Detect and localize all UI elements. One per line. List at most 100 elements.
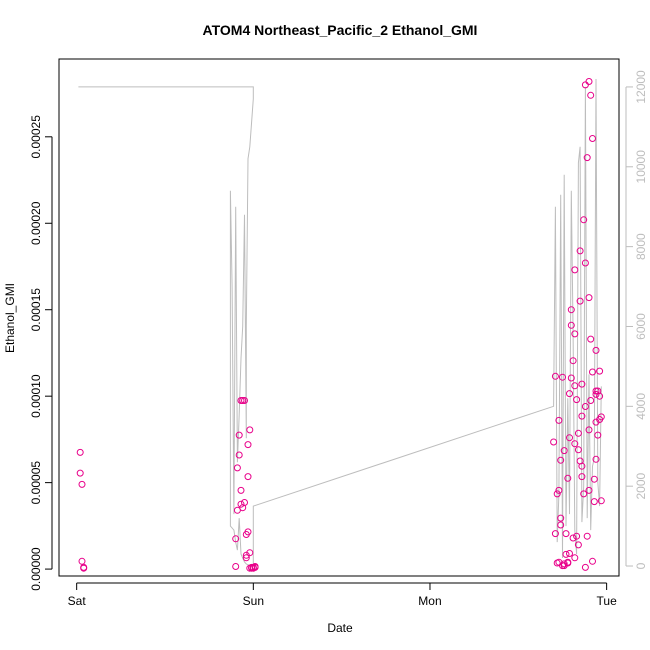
- data-point: [242, 531, 250, 538]
- data-point: [583, 532, 591, 540]
- data-point: [590, 498, 598, 506]
- data-point: [583, 154, 591, 162]
- data-point: [233, 464, 241, 472]
- data-point: [564, 559, 572, 567]
- data-point: [232, 563, 240, 570]
- data-point: [592, 387, 600, 395]
- data-points: [76, 78, 605, 572]
- data-point: [574, 541, 582, 549]
- data-point: [597, 497, 605, 505]
- chart-title: ATOM4 Northeast_Pacific_2 Ethanol_GMI: [203, 22, 478, 38]
- data-point: [241, 499, 248, 506]
- y-axis: 0.00000 0.00005 0.00010 0.00015 0.00020 0.000…: [29, 115, 53, 591]
- data-point: [555, 486, 563, 494]
- data-point: [578, 462, 586, 470]
- data-point: [576, 297, 584, 305]
- data-point: [566, 390, 573, 398]
- y2-tick-label: 2000: [634, 473, 648, 500]
- data-point: [573, 396, 581, 404]
- y-tick-label: 0.00025: [29, 115, 43, 159]
- data-point: [235, 431, 243, 439]
- data-point: [580, 490, 588, 498]
- data-point: [559, 373, 566, 381]
- y2-tick-label: 8000: [634, 233, 648, 260]
- y2-tick-label: 0: [634, 562, 648, 569]
- data-point: [576, 247, 584, 255]
- x-tick-label: Mon: [418, 594, 441, 608]
- y-tick-label: 0.00000: [29, 547, 43, 591]
- data-point: [574, 429, 582, 437]
- data-point: [580, 216, 588, 224]
- data-point: [553, 490, 561, 498]
- data-point: [592, 390, 600, 398]
- data-point: [235, 451, 243, 459]
- x-tick-label: Tue: [597, 594, 618, 608]
- data-point: [557, 521, 565, 529]
- y2-tick-label: 10000: [634, 150, 648, 184]
- data-point: [569, 357, 577, 365]
- x-axis-label: Date: [327, 621, 353, 635]
- data-point: [589, 557, 596, 565]
- data-point: [587, 397, 595, 404]
- data-point: [237, 500, 245, 508]
- y-tick-label: 0.00015: [29, 288, 43, 332]
- y2-tick-label: 6000: [634, 313, 648, 340]
- data-point: [241, 397, 248, 404]
- data-point: [567, 306, 575, 314]
- data-point: [592, 346, 600, 354]
- data-point: [78, 480, 86, 488]
- data-point: [578, 412, 586, 420]
- data-point: [566, 434, 573, 442]
- right-axis-series-line: [78, 78, 602, 567]
- data-point: [571, 266, 579, 274]
- data-point: [557, 514, 565, 522]
- data-point: [244, 473, 252, 481]
- data-point: [246, 549, 254, 557]
- data-point: [557, 456, 565, 464]
- data-point: [578, 380, 586, 388]
- data-point: [571, 330, 579, 338]
- data-point: [596, 416, 604, 423]
- data-point: [251, 563, 259, 570]
- y2-tick-label: 4000: [634, 393, 648, 420]
- data-point: [571, 382, 579, 390]
- data-point: [581, 259, 589, 267]
- data-point: [585, 486, 593, 494]
- y-tick-label: 0.00005: [29, 461, 43, 505]
- data-point: [585, 426, 593, 434]
- y-tick-label: 0.00010: [29, 374, 43, 418]
- x-tick-label: Sat: [68, 594, 87, 608]
- data-point: [574, 446, 582, 454]
- right-y-axis: 0 2000 4000 6000 8000 10000 12000: [625, 70, 648, 569]
- data-point: [590, 475, 598, 483]
- data-point: [78, 557, 86, 565]
- data-point: [562, 530, 570, 538]
- data-point: [592, 455, 600, 463]
- data-point: [244, 441, 252, 449]
- data-point: [594, 431, 602, 439]
- data-point: [573, 532, 581, 540]
- data-point: [550, 438, 558, 446]
- plot-frame: [58, 58, 620, 577]
- x-tick-label: Sun: [243, 594, 264, 608]
- data-point: [76, 469, 84, 477]
- data-point: [578, 473, 586, 481]
- data-point: [567, 374, 575, 382]
- data-point: [596, 367, 604, 375]
- data-point: [589, 135, 596, 142]
- data-point: [566, 550, 573, 557]
- data-point: [585, 78, 593, 85]
- data-point: [564, 474, 572, 482]
- data-point: [587, 91, 595, 99]
- data-point: [551, 372, 559, 380]
- data-point: [242, 554, 250, 562]
- x-axis: Sat Sun Mon Tue: [68, 582, 618, 608]
- data-point: [80, 563, 88, 571]
- data-point: [571, 554, 579, 562]
- data-point: [237, 486, 245, 494]
- data-point: [560, 447, 568, 455]
- series-line: [78, 78, 602, 567]
- y2-tick-label: 12000: [634, 70, 648, 104]
- data-point: [232, 535, 240, 543]
